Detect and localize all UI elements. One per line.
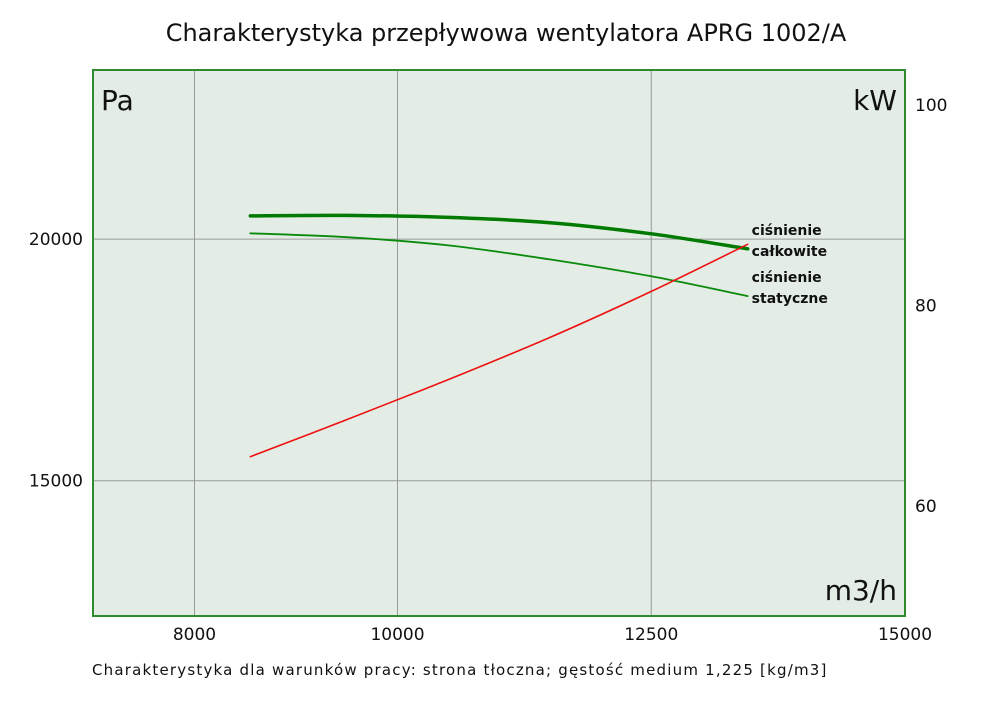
x-tick-label: 10000 [370, 625, 424, 645]
curve-label: całkowite [752, 244, 827, 260]
x-tick-label: 8000 [173, 625, 216, 645]
y-right-tick-label: 80 [915, 296, 937, 316]
plot-frame [92, 69, 906, 617]
curves [248, 213, 750, 458]
chart-title: Charakterystyka przepływowa wentylatora … [166, 19, 847, 47]
curve-label: statyczne [752, 291, 828, 307]
grid-lines [93, 70, 905, 616]
y-left-unit-label: Pa [101, 84, 134, 117]
y-right-unit-label: kW [853, 84, 897, 117]
y-left-tick-label: 20000 [29, 230, 83, 250]
tick-labels: 8000 10000 12500 15000 15000 20000 60 80 100 [29, 96, 948, 645]
footnote: Charakterystyka dla warunków pracy: stro… [92, 661, 828, 679]
y-right-tick-label: 100 [915, 96, 947, 116]
curve-label: ciśnienie [752, 223, 822, 239]
plot-area [93, 70, 905, 616]
x-tick-label: 12500 [624, 625, 678, 645]
x-unit-label: m3/h [825, 574, 897, 607]
static-pressure-curve [249, 232, 749, 297]
curve-labels: ciśnienie całkowite ciśnienie statyczne [752, 223, 828, 307]
power-curve [249, 243, 749, 458]
x-tick-label: 15000 [878, 625, 932, 645]
total-pressure-curve [248, 213, 750, 251]
y-left-tick-label: 15000 [29, 472, 83, 492]
curve-label: ciśnienie [752, 270, 822, 286]
y-right-tick-label: 60 [915, 497, 937, 517]
